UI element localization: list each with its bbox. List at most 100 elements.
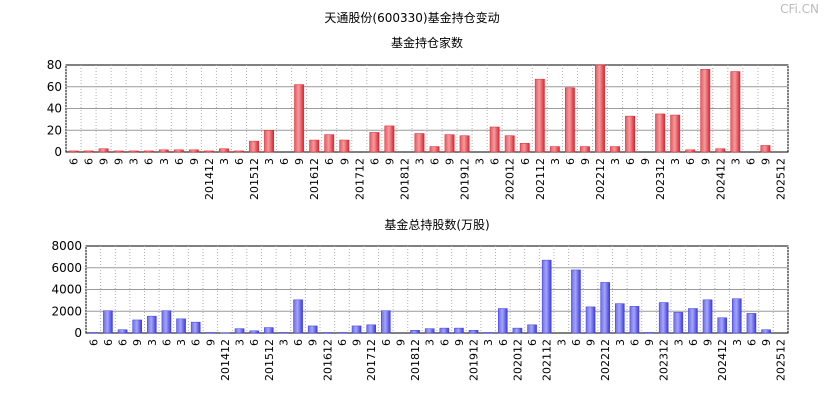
x-tick-label: 6 (438, 339, 451, 346)
bar (454, 328, 463, 333)
x-tick-label: 3 (555, 339, 568, 346)
bar (703, 300, 712, 333)
x-tick-label: 6 (745, 339, 758, 346)
bar (498, 309, 507, 333)
bar (550, 147, 559, 152)
bar (490, 127, 499, 152)
bar (367, 325, 376, 333)
x-tick-label: 3 (549, 158, 562, 165)
x-tick-label: 9 (113, 158, 126, 165)
x-tick-label: 202412 (714, 158, 727, 200)
x-tick-label: 6 (143, 158, 156, 165)
bar (147, 316, 156, 333)
y-tick-label: 8000 (51, 239, 82, 253)
bar (308, 326, 317, 333)
bar (264, 328, 273, 333)
x-tick-label: 6 (278, 158, 291, 165)
x-tick-label: 6 (519, 158, 532, 165)
x-tick-label: 9 (759, 158, 772, 165)
x-tick-label: 3 (731, 339, 744, 346)
bar (688, 309, 697, 333)
bar (701, 69, 710, 152)
bar (580, 147, 589, 152)
bar (411, 330, 420, 333)
x-tick-label: 9 (307, 339, 320, 346)
bar (460, 136, 469, 152)
bar (415, 134, 424, 152)
x-tick-label: 9 (188, 158, 201, 165)
x-tick-label: 9 (444, 158, 457, 165)
bar (235, 329, 244, 333)
bar (337, 332, 346, 333)
x-tick-label: 3 (218, 158, 231, 165)
x-tick-label: 9 (702, 339, 715, 346)
bar (732, 299, 741, 333)
x-tick-label: 6 (160, 339, 173, 346)
bar (671, 115, 680, 152)
x-tick-label: 9 (760, 339, 773, 346)
x-tick-label: 6 (336, 339, 349, 346)
bar (99, 149, 108, 152)
x-tick-label: 202312 (658, 339, 671, 381)
subchart-title: 基金持仓家数 (391, 35, 463, 50)
x-tick-label: 9 (579, 158, 592, 165)
bar (615, 304, 624, 333)
x-tick-label: 202512 (774, 158, 787, 200)
x-tick-label: 9 (453, 339, 466, 346)
bar (469, 330, 478, 333)
x-tick-label: 202412 (716, 339, 729, 381)
x-tick-label: 201912 (459, 158, 472, 200)
y-tick-label: 4000 (51, 283, 82, 297)
subchart-title: 基金总持股数(万股) (384, 217, 489, 232)
bar (565, 88, 574, 152)
x-tick-label: 9 (639, 158, 652, 165)
x-tick-label: 201712 (353, 158, 366, 200)
bar (655, 114, 664, 152)
bar (601, 282, 610, 333)
x-tick-label: 6 (624, 158, 637, 165)
x-tick-label: 6 (173, 158, 186, 165)
x-tick-label: 6 (102, 339, 115, 346)
x-tick-label: 9 (131, 339, 144, 346)
x-tick-label: 3 (277, 339, 290, 346)
x-tick-label: 6 (429, 158, 442, 165)
x-tick-label: 6 (628, 339, 641, 346)
bar (716, 149, 725, 152)
y-tick-label: 20 (47, 123, 62, 137)
bar (129, 151, 138, 152)
x-tick-label: 9 (394, 339, 407, 346)
x-tick-label: 3 (672, 339, 685, 346)
x-tick-label: 9 (351, 339, 364, 346)
bar (84, 151, 93, 152)
bar (659, 303, 668, 333)
x-tick-label: 3 (614, 339, 627, 346)
bar (352, 326, 361, 333)
y-tick-label: 40 (47, 102, 62, 116)
bar (645, 332, 654, 333)
bar (340, 140, 349, 152)
x-tick-label: 3 (474, 158, 487, 165)
bar (310, 140, 319, 152)
x-tick-label: 6 (570, 339, 583, 346)
x-tick-label: 201712 (365, 339, 378, 381)
chart-title: 天通股份(600330)基金持仓变动 (324, 10, 499, 25)
bar (89, 332, 98, 333)
bar (528, 325, 537, 333)
x-tick-label: 202512 (775, 339, 788, 381)
bar (747, 313, 756, 333)
bar (323, 332, 332, 333)
x-tick-label: 9 (98, 158, 111, 165)
bar (189, 150, 198, 152)
bar (294, 300, 303, 333)
bar (505, 136, 514, 152)
bar (234, 151, 243, 152)
bar (542, 260, 551, 333)
x-tick-label: 201812 (398, 158, 411, 200)
bar (69, 151, 78, 152)
x-tick-label: 3 (413, 158, 426, 165)
bar (762, 330, 771, 333)
x-tick-label: 6 (117, 339, 130, 346)
x-tick-label: 6 (526, 339, 539, 346)
x-tick-label: 202312 (654, 158, 667, 200)
bar (595, 65, 604, 152)
